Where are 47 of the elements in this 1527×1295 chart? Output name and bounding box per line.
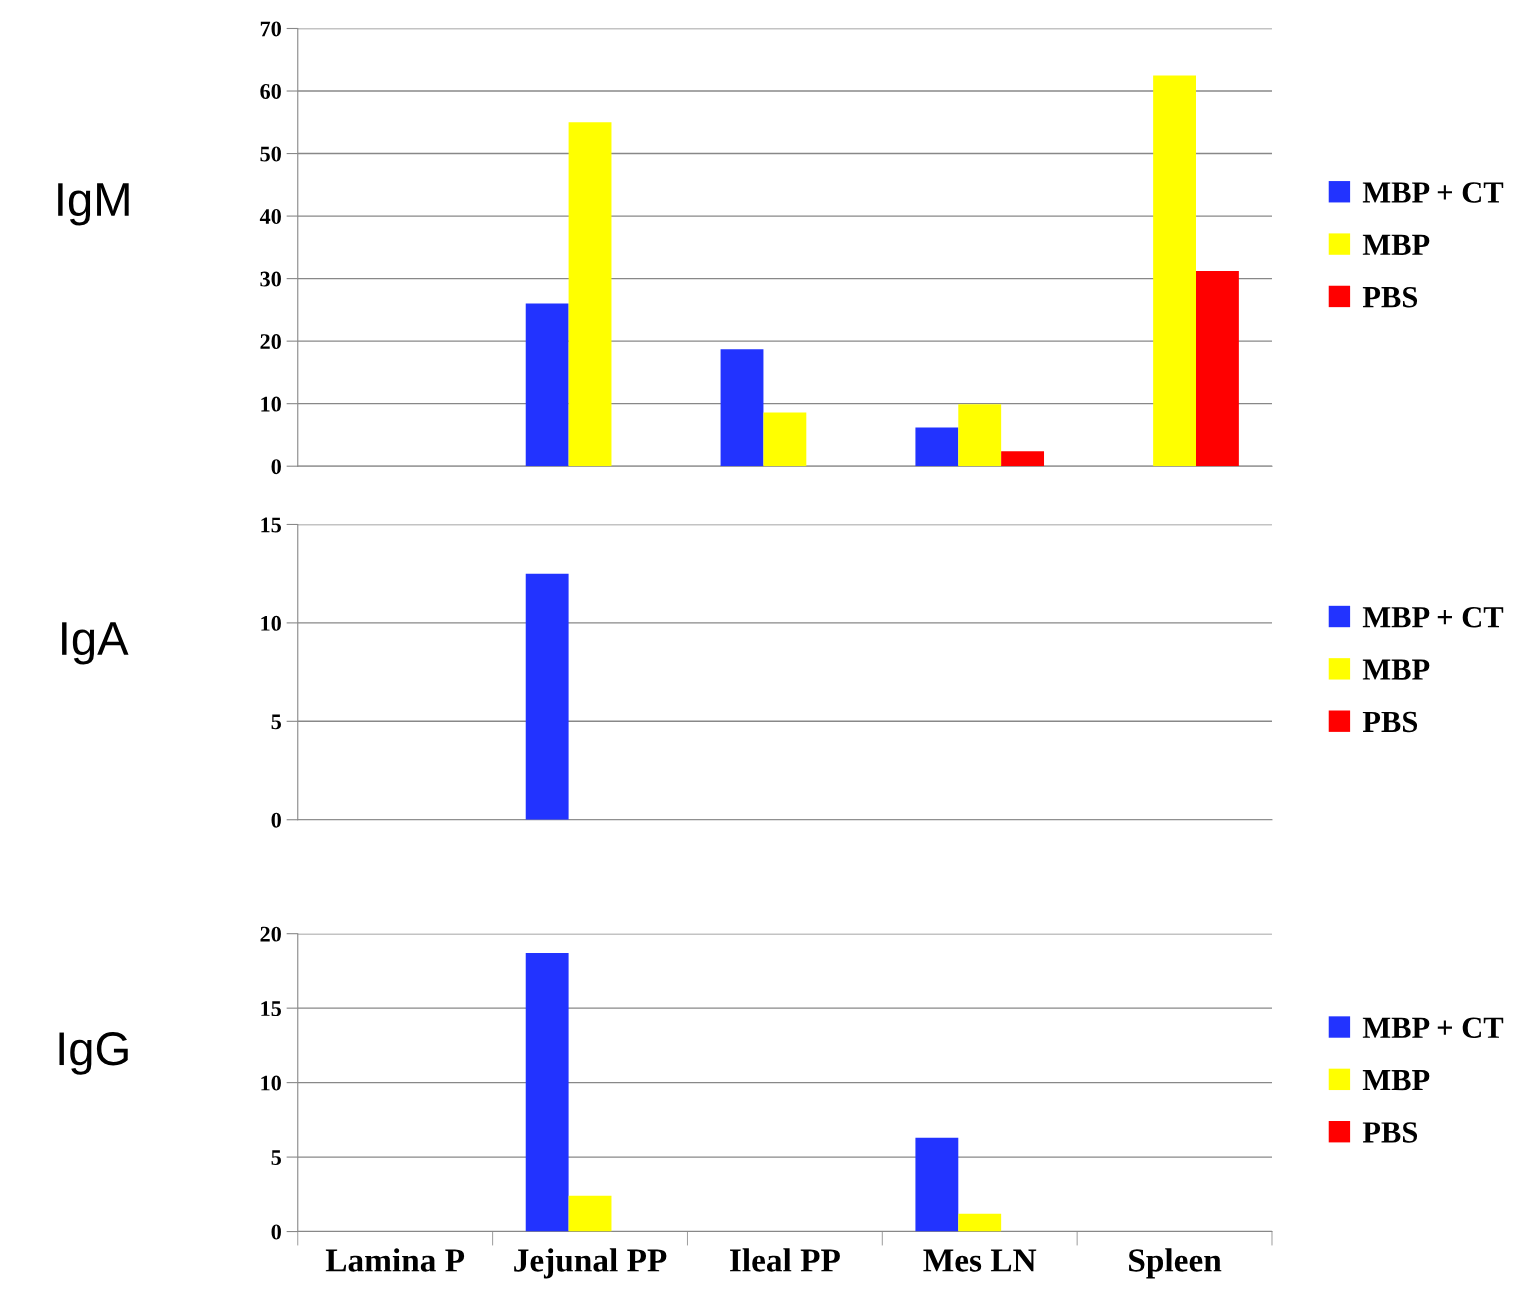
y-tick-label: 70 [260,21,281,37]
y-tick-label: 10 [261,1075,281,1091]
x-tick-label: Jejunal PP [514,1248,667,1279]
y-tick-label: 15 [261,1001,281,1017]
bar [525,953,569,1232]
bar [763,412,807,467]
x-tick-label: Spleen [1129,1248,1222,1279]
bar [568,122,612,467]
legend-label: PBS [1362,1122,1418,1143]
y-tick-label: 5 [271,714,281,730]
y-tick-label: 30 [260,271,281,287]
y-tick-label: 10 [261,615,281,631]
y-tick-label: 40 [259,209,281,225]
y-axis-title: IgG [59,1032,128,1075]
legend-label: MBP [1362,659,1430,680]
x-tick-label: Lamina P [325,1248,465,1272]
x-tick-label: Ileal PP [730,1248,840,1272]
legend-label: MBP + CT [1362,1017,1504,1039]
legend-label: MBP + CT [1362,182,1504,203]
legend-label: PBS [1362,711,1418,733]
bar [525,303,569,467]
y-tick-label: 0 [271,812,281,828]
bar [1001,451,1045,467]
y-tick-label: 10 [261,396,281,412]
bar [568,1195,612,1232]
legend-label: MBP [1362,1070,1430,1091]
legend-label: PBS [1362,286,1418,308]
y-axis-title: IgM [58,183,129,226]
bar [720,349,764,467]
bar [1153,75,1196,467]
bar [915,427,959,467]
bar [915,1137,959,1232]
y-tick-label: 0 [271,1224,281,1240]
y-tick-label: 15 [261,517,281,533]
bar [958,404,1002,467]
bar [958,1213,1002,1232]
y-tick-label: 60 [260,83,281,99]
legend-label: MBP [1362,234,1430,255]
y-tick-label: 5 [271,1150,281,1166]
y-tick-label: 20 [260,334,281,350]
y-tick-label: 20 [260,926,281,942]
bar [1196,271,1239,467]
y-axis-title: IgA [62,622,129,665]
x-tick-label: Mes LN [923,1249,1037,1272]
y-tick-label: 50 [260,146,281,162]
text: MBP + CT [1362,606,1504,628]
y-tick-label: 0 [271,459,281,475]
